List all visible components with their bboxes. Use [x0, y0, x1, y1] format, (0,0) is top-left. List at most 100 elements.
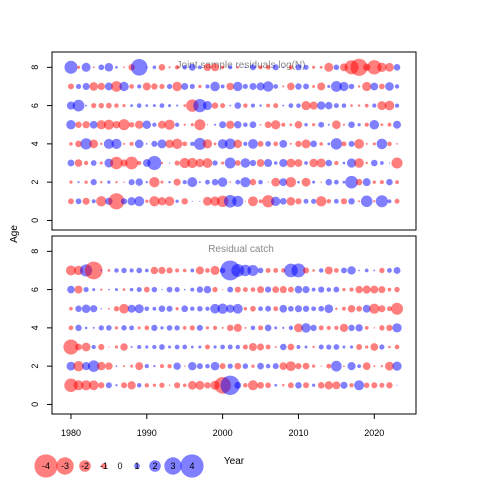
bubble: [190, 123, 194, 127]
bubble: [273, 103, 279, 109]
bubble: [257, 286, 265, 294]
bubble: [379, 325, 385, 331]
bubble: [164, 119, 175, 130]
bubble: [168, 180, 171, 184]
bubble: [355, 324, 363, 332]
bubble: [135, 178, 143, 186]
bubble: [145, 143, 148, 145]
bubble: [318, 286, 325, 293]
bubble: [120, 343, 128, 351]
bubble: [388, 162, 391, 164]
bubble: [98, 325, 104, 331]
bubble: [318, 325, 324, 331]
bubble: [257, 362, 264, 370]
bubble: [217, 139, 228, 149]
bubble: [332, 381, 341, 390]
bubble: [130, 364, 134, 368]
bubble: [145, 104, 149, 107]
bubble: [217, 177, 228, 187]
bubble: [159, 344, 165, 350]
bubble: [239, 264, 252, 277]
bubble: [341, 267, 347, 274]
bubble: [118, 119, 130, 131]
bubble: [317, 381, 325, 389]
bubble: [64, 378, 78, 393]
panel-log-n-residuals: Joint sample residuals log(N) 0 2 4 6 8: [30, 51, 417, 231]
bubble: [181, 305, 189, 313]
bubble: [370, 82, 379, 91]
bubble: [166, 305, 173, 312]
y-tick-label: 6: [30, 103, 40, 108]
bubble: [168, 345, 172, 349]
bubble: [75, 121, 82, 128]
bubble: [220, 65, 225, 70]
bubble: [327, 123, 330, 126]
bubble: [386, 178, 393, 186]
bubble: [369, 303, 380, 314]
bubble: [75, 343, 82, 351]
bubble: [82, 197, 90, 205]
bubble: [145, 199, 149, 203]
bubble: [256, 159, 265, 167]
bubble: [282, 66, 285, 69]
bubble: [362, 362, 371, 371]
bubble: [160, 180, 164, 184]
bubble: [111, 138, 122, 149]
y-tick-label: 8: [30, 249, 40, 254]
bubble: [145, 181, 148, 184]
bubble: [181, 82, 189, 90]
bubble: [355, 285, 363, 294]
bubble: [130, 59, 148, 76]
y-axis-label: Age: [9, 225, 20, 243]
bubble: [190, 306, 195, 311]
bubble: [211, 178, 219, 186]
bubble: [106, 102, 112, 109]
bubble: [226, 324, 234, 332]
y-tick-label: 4: [30, 141, 40, 146]
bubble: [342, 287, 346, 292]
bubble: [136, 383, 142, 388]
bubble: [291, 263, 306, 278]
bubble: [84, 180, 88, 184]
bubble: [355, 178, 363, 186]
bubble: [202, 158, 213, 168]
bubble: [250, 287, 256, 292]
legend-bubble: [180, 454, 204, 478]
bubble: [84, 326, 88, 330]
bubble: [279, 139, 288, 148]
bubble: [123, 66, 125, 69]
bubble: [89, 139, 99, 149]
bubble: [213, 123, 217, 126]
bubble: [121, 267, 127, 274]
bubble: [316, 158, 326, 168]
bubble: [226, 120, 235, 129]
bubble: [396, 143, 398, 145]
bubble: [196, 363, 203, 370]
bubble: [234, 102, 242, 109]
bubble: [176, 104, 179, 107]
bubble: [243, 141, 248, 146]
bubble: [105, 382, 112, 389]
bubble: [81, 304, 91, 314]
bubble: [364, 325, 369, 330]
bubble: [144, 383, 149, 388]
bubble: [360, 195, 373, 208]
bubble: [302, 362, 310, 370]
bubble: [159, 382, 165, 388]
bubble: [198, 181, 201, 184]
bubble: [248, 138, 258, 149]
bubble: [380, 365, 384, 368]
bubble: [289, 142, 292, 145]
bubble: [232, 195, 244, 207]
bubble: [324, 62, 334, 72]
legend-label: 0: [117, 461, 122, 471]
panel-title: Residual catch: [208, 244, 274, 255]
bubble: [372, 142, 376, 146]
bubble: [265, 286, 272, 293]
bubble: [394, 344, 400, 350]
bubble: [318, 121, 325, 128]
bubble: [174, 65, 180, 70]
bubble: [369, 119, 380, 130]
bubble: [303, 267, 310, 274]
bubble: [362, 178, 371, 187]
